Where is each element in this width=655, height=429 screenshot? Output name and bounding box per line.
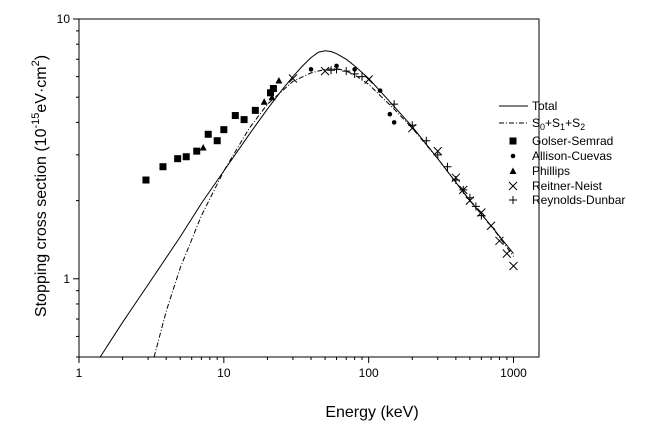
curve-s0-s1-s2 (153, 67, 514, 358)
y-axis-title-sq: 2 (30, 60, 42, 66)
point-golser-semrad (193, 147, 201, 155)
point-allison-cuevas (387, 111, 393, 117)
point-reynolds-dunbar (471, 202, 480, 211)
legend-reynolds-dunbar-marker (509, 196, 517, 204)
point-reitner-neist (320, 66, 330, 76)
point-golser-semrad (213, 137, 221, 145)
point-reynolds-dunbar (422, 136, 431, 145)
legend-reitner-neist-label: Reitner-Neist (532, 179, 603, 193)
point-reynolds-dunbar (443, 162, 452, 171)
legend-s-part: S (532, 116, 540, 130)
y-tick-label: 1 (63, 272, 70, 286)
y-axis-title-close: ) (33, 55, 50, 60)
point-phillips (199, 144, 207, 151)
legend: TotalS0+S1+S2Golser-SemradAllison-Cuevas… (499, 99, 625, 207)
point-golser-semrad (269, 85, 277, 93)
point-phillips (268, 93, 276, 101)
point-golser-semrad (204, 130, 212, 138)
point-reynolds-dunbar (451, 176, 460, 185)
legend-s-part: 2 (580, 122, 585, 132)
point-phillips (260, 98, 268, 105)
point-golser-semrad (266, 89, 274, 97)
legend-phillips-label: Phillips (532, 164, 570, 178)
point-reynolds-dunbar (465, 193, 474, 202)
legend-s-part: +S (565, 116, 580, 130)
legend-s-part: +S (545, 116, 560, 130)
plot-frame (78, 18, 540, 358)
y-axis-title-main: Stopping cross section (10 (33, 128, 50, 317)
legend-golser-semrad-label: Golser-Semrad (532, 134, 613, 148)
legend-s-part: 0 (540, 122, 545, 132)
point-reynolds-dunbar (459, 185, 468, 194)
legend-reitner-neist-marker (508, 181, 518, 191)
y-axis-title-exp: -15 (30, 113, 42, 129)
x-tick-label: 100 (359, 366, 379, 380)
point-allison-cuevas (377, 88, 383, 93)
point-reitner-neist (502, 249, 512, 258)
x-axis-title: Energy (keV) (325, 404, 418, 421)
legend-phillips-marker (509, 167, 517, 174)
point-reynolds-dunbar (477, 211, 486, 220)
legend-reynolds-dunbar-label: Reynolds-Dunbar (532, 193, 625, 207)
legend-allison-cuevas-label: Allison-Cuevas (532, 149, 612, 163)
y-axis-title-unit: eV·cm (33, 66, 50, 112)
point-golser-semrad (182, 153, 190, 161)
point-reynolds-dunbar (327, 66, 336, 75)
point-golser-semrad (142, 176, 150, 184)
x-tick-label: 1 (76, 366, 83, 380)
point-reitner-neist (288, 74, 298, 83)
point-reynolds-dunbar (342, 67, 351, 76)
point-allison-cuevas (352, 67, 357, 72)
data-markers (142, 63, 518, 271)
point-reitner-neist (486, 221, 496, 231)
y-axis-title: Stopping cross section (10-15eV·cm2) (30, 55, 50, 317)
x-tick-label: 1000 (500, 366, 527, 380)
y-tick-label: 10 (57, 12, 71, 26)
point-reynolds-dunbar (433, 150, 442, 159)
point-allison-cuevas (308, 67, 314, 72)
point-reynolds-dunbar (390, 100, 399, 109)
point-golser-semrad (251, 106, 259, 114)
legend-s-part: 1 (560, 122, 565, 132)
curve-total (99, 50, 514, 358)
x-tick-label: 10 (217, 366, 231, 380)
point-golser-semrad (174, 155, 182, 163)
point-phillips (275, 76, 283, 84)
point-reynolds-dunbar (358, 72, 367, 81)
y-axis-ticks: 1 10 (57, 12, 79, 358)
plot-border (78, 18, 540, 358)
x-axis-ticks: 1 10 100 1000 (76, 357, 527, 380)
point-golser-semrad (220, 126, 228, 134)
point-reitner-neist (495, 236, 504, 246)
legend-allison-cuevas-marker (510, 153, 516, 159)
point-reynolds-dunbar (332, 65, 341, 74)
point-golser-semrad (240, 116, 248, 124)
point-golser-semrad (159, 163, 167, 171)
legend-s-label: S0+S1+S2 (532, 116, 585, 132)
curves (99, 50, 514, 358)
point-reynolds-dunbar (350, 69, 359, 78)
point-reynolds-dunbar (408, 121, 417, 130)
legend-golser-semrad-marker (509, 137, 517, 145)
point-reitner-neist (509, 261, 518, 271)
point-allison-cuevas (391, 120, 397, 125)
legend-total-label: Total (532, 99, 557, 113)
point-golser-semrad (231, 112, 239, 120)
